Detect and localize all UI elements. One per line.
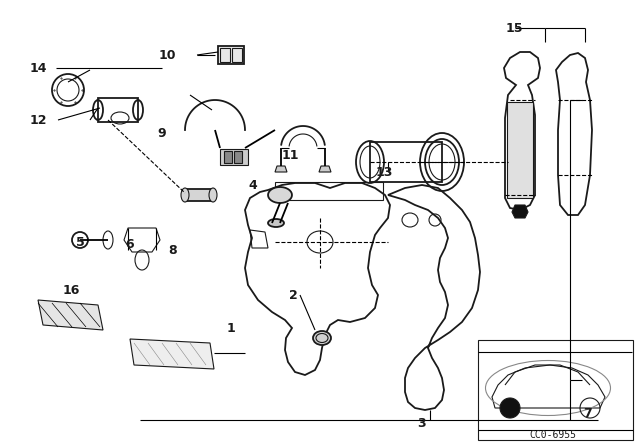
Ellipse shape xyxy=(268,219,284,227)
Bar xyxy=(232,48,242,62)
Text: 10: 10 xyxy=(158,48,176,61)
Text: 16: 16 xyxy=(62,284,80,297)
Text: 6: 6 xyxy=(125,237,134,250)
Text: 1: 1 xyxy=(227,322,236,335)
Text: 11: 11 xyxy=(281,148,299,161)
Bar xyxy=(185,189,213,201)
Text: 8: 8 xyxy=(169,244,177,257)
Text: 13: 13 xyxy=(375,165,393,178)
Bar xyxy=(218,46,244,64)
Ellipse shape xyxy=(209,188,217,202)
Text: 4: 4 xyxy=(248,178,257,191)
Polygon shape xyxy=(319,166,331,172)
Bar xyxy=(507,102,533,198)
Polygon shape xyxy=(512,205,528,218)
Text: 7: 7 xyxy=(582,406,591,419)
Ellipse shape xyxy=(313,331,331,345)
Bar xyxy=(220,149,248,165)
Bar xyxy=(234,151,242,163)
Text: 12: 12 xyxy=(29,113,47,126)
Text: 2: 2 xyxy=(289,289,298,302)
Polygon shape xyxy=(268,187,292,203)
Bar xyxy=(478,340,633,440)
Text: 15: 15 xyxy=(505,22,523,34)
Polygon shape xyxy=(38,300,103,330)
Circle shape xyxy=(500,398,520,418)
Polygon shape xyxy=(130,339,214,369)
Text: 3: 3 xyxy=(418,417,426,430)
Text: 9: 9 xyxy=(157,126,166,139)
Bar xyxy=(370,142,442,182)
Text: 14: 14 xyxy=(29,61,47,74)
Bar xyxy=(98,98,138,122)
Bar xyxy=(224,151,232,163)
Ellipse shape xyxy=(181,188,189,202)
Polygon shape xyxy=(275,166,287,172)
Bar xyxy=(275,182,383,200)
Text: 5: 5 xyxy=(76,236,84,249)
Text: CC0-6955: CC0-6955 xyxy=(529,430,577,440)
Bar xyxy=(220,48,230,62)
